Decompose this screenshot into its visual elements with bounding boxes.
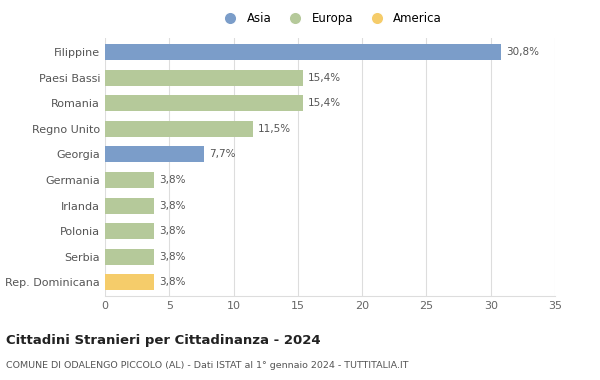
Bar	[105, 95, 303, 111]
Text: 3,8%: 3,8%	[159, 175, 185, 185]
Text: 3,8%: 3,8%	[159, 252, 185, 262]
Bar	[105, 249, 154, 265]
Text: 11,5%: 11,5%	[258, 124, 291, 134]
Bar	[105, 44, 501, 60]
Bar	[105, 146, 204, 162]
Bar	[105, 172, 154, 188]
Legend: Asia, Europa, America: Asia, Europa, America	[214, 8, 446, 30]
Text: COMUNE DI ODALENGO PICCOLO (AL) - Dati ISTAT al 1° gennaio 2024 - TUTTITALIA.IT: COMUNE DI ODALENGO PICCOLO (AL) - Dati I…	[6, 361, 409, 370]
Text: 3,8%: 3,8%	[159, 201, 185, 211]
Bar	[105, 198, 154, 214]
Text: 3,8%: 3,8%	[159, 226, 185, 236]
Bar	[105, 70, 303, 86]
Text: 30,8%: 30,8%	[506, 47, 539, 57]
Text: Cittadini Stranieri per Cittadinanza - 2024: Cittadini Stranieri per Cittadinanza - 2…	[6, 334, 320, 347]
Text: 15,4%: 15,4%	[308, 73, 341, 83]
Bar	[105, 121, 253, 137]
Text: 15,4%: 15,4%	[308, 98, 341, 108]
Text: 3,8%: 3,8%	[159, 277, 185, 287]
Bar	[105, 274, 154, 290]
Bar	[105, 223, 154, 239]
Text: 7,7%: 7,7%	[209, 149, 236, 159]
